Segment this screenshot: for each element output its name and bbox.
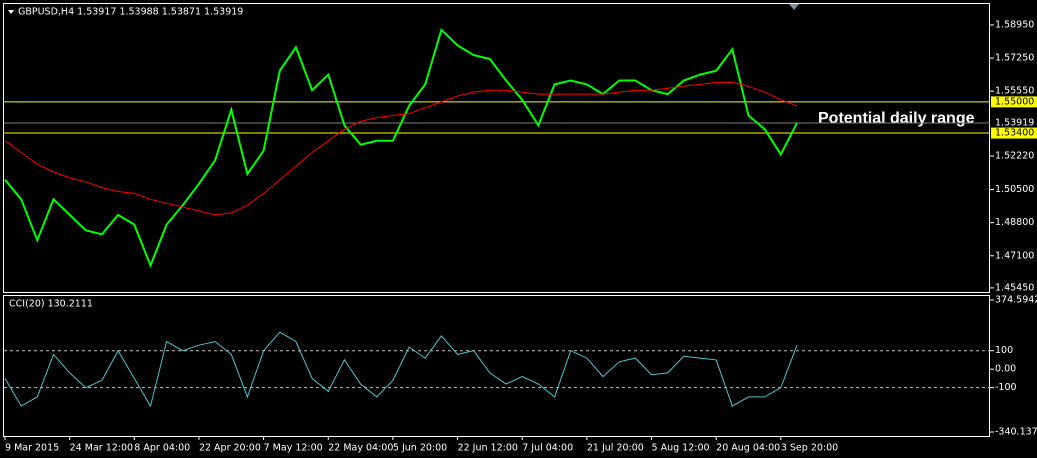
- y-tick-label: 1.50500: [995, 184, 1034, 195]
- y-tick-label: 0.00: [995, 364, 1016, 375]
- x-tick-label: 20 Aug 04:00: [716, 443, 780, 454]
- x-tick-label: 24 Mar 12:00: [70, 443, 133, 454]
- main-title: GBPUSD,H4 1.53917 1.53988 1.53871 1.5391…: [18, 7, 243, 18]
- annotation: Potential daily range: [818, 110, 975, 127]
- price-label: 1.53919: [995, 117, 1034, 128]
- y-tick-label: 374.5942: [995, 295, 1037, 306]
- price-tag: [991, 127, 1037, 139]
- x-tick-label: 9 Mar 2015: [5, 443, 59, 454]
- series-line: [4, 331, 798, 408]
- y-tick-label: 1.58950: [995, 19, 1034, 30]
- menu-arrow[interactable]: [8, 10, 14, 14]
- y-tick-label: 1.47100: [995, 250, 1034, 261]
- cci-title: CCI(20) 130.2111: [9, 299, 93, 310]
- shift-marker[interactable]: [789, 4, 799, 10]
- y-tick-label: 1.55550: [995, 86, 1034, 97]
- cci-panel-frame: [3, 295, 990, 437]
- price-label: 1.53400: [995, 128, 1034, 139]
- x-tick-label: 5 Aug 12:00: [652, 443, 710, 454]
- x-tick-label: 22 May 04:00: [328, 443, 393, 454]
- x-tick-label: 22 Jun 12:00: [458, 443, 518, 454]
- y-tick-label: 1.48800: [995, 217, 1034, 228]
- main-panel-frame: [3, 3, 990, 293]
- x-tick-label: 7 May 12:00: [264, 443, 323, 454]
- x-tick-label: 21 Jul 20:00: [587, 443, 644, 454]
- x-tick-label: 5 Jun 20:00: [393, 443, 447, 454]
- series-line: [4, 27, 798, 269]
- x-tick-label: 22 Apr 20:00: [199, 443, 261, 454]
- series-line: [4, 81, 798, 216]
- x-tick-label: 3 Sep 20:00: [781, 443, 838, 454]
- x-tick-label: 7 Jul 04:00: [522, 443, 573, 454]
- price-label: 1.55000: [995, 96, 1034, 107]
- y-tick-label: -100: [995, 382, 1017, 393]
- x-tick-label: 8 Apr 04:00: [134, 443, 190, 454]
- price-tag: [991, 96, 1037, 108]
- y-tick-label: 100: [995, 345, 1013, 356]
- y-tick-label: 1.45450: [995, 282, 1034, 293]
- y-tick-label: 1.52220: [995, 151, 1034, 162]
- y-tick-label: -340.1375: [995, 427, 1037, 438]
- y-tick-label: 1.57250: [995, 53, 1034, 64]
